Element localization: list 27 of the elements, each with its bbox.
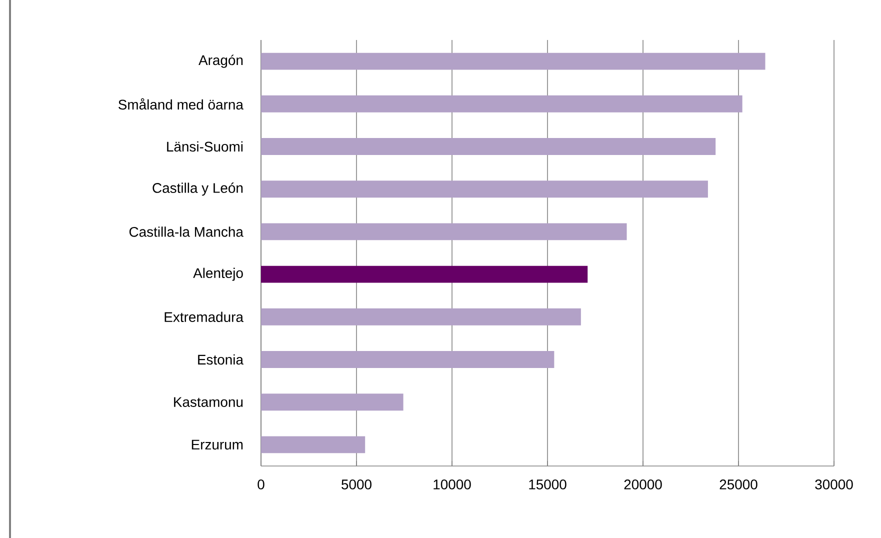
bar xyxy=(261,308,581,326)
bar xyxy=(261,266,588,283)
bar xyxy=(261,95,742,112)
y-tick-label: Erzurum xyxy=(192,440,243,450)
y-tick-label: Aragón xyxy=(198,54,243,68)
x-tick-label: 0 xyxy=(258,480,264,490)
y-tick-label: Extremadura xyxy=(164,312,244,322)
bar xyxy=(261,351,554,368)
bar xyxy=(261,436,366,454)
y-tick-label: Castilla-la Mancha xyxy=(129,226,244,237)
y-tick-label: Estonia xyxy=(198,354,244,365)
y-tick-label: Alentejo xyxy=(193,268,243,281)
x-tick-label: 30000 xyxy=(815,480,853,490)
bar xyxy=(261,394,404,411)
x-tick-label: 15000 xyxy=(529,480,566,490)
y-tick-label: Castilla y León xyxy=(152,182,243,196)
y-tick-label: Kastamonu xyxy=(174,397,243,407)
x-tick-label: 20000 xyxy=(624,480,662,490)
y-tick-label: Länsi-Suomi xyxy=(167,141,243,152)
bar xyxy=(261,223,627,240)
x-tick-label: 5000 xyxy=(342,480,372,490)
bar xyxy=(261,138,716,155)
x-tick-label: 25000 xyxy=(720,480,758,490)
bar xyxy=(261,180,708,198)
x-tick-label: 10000 xyxy=(434,480,471,490)
bar xyxy=(261,52,766,70)
y-tick-label: Småland med öarna xyxy=(118,98,244,110)
